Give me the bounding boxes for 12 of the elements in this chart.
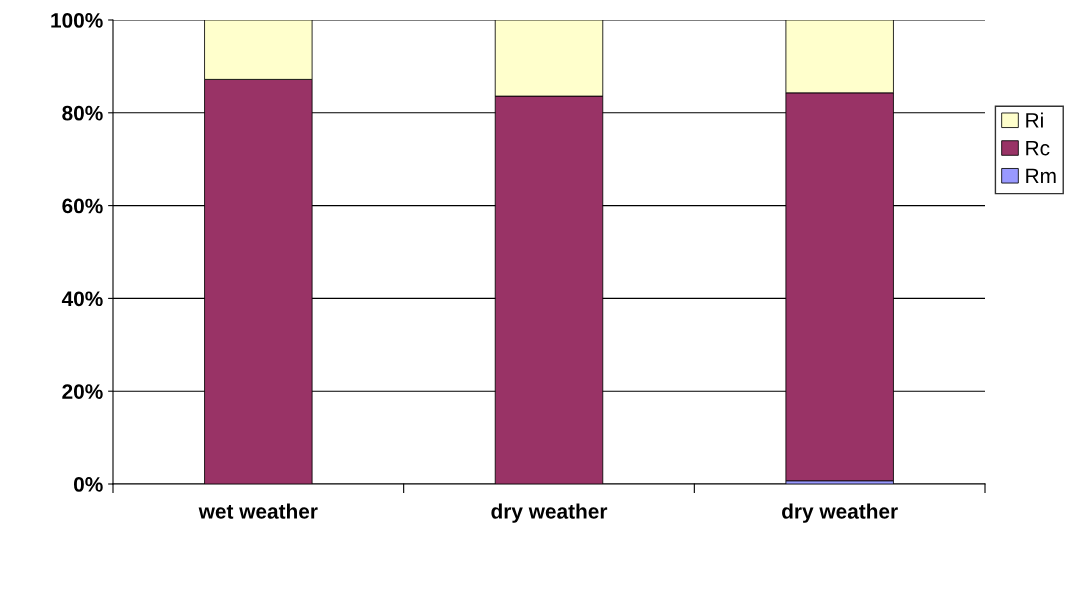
x-tick-label: dry weather: [491, 503, 608, 523]
y-tick-label: 60%: [62, 198, 103, 214]
y-tick-label: 40%: [61, 291, 103, 307]
y-tick-label: 0%: [73, 477, 103, 492]
y-tick-label: 80%: [62, 105, 103, 121]
y-tick-label: 100%: [51, 13, 103, 28]
x-tick-label: dry weather: [782, 503, 898, 523]
legend-label: Rm: [1026, 168, 1056, 184]
y-tick-label: 20%: [62, 384, 103, 399]
x-tick-label: wet weather: [198, 503, 318, 519]
legend-label: Rc: [1026, 140, 1050, 156]
legend-label: Ri: [1026, 112, 1043, 128]
